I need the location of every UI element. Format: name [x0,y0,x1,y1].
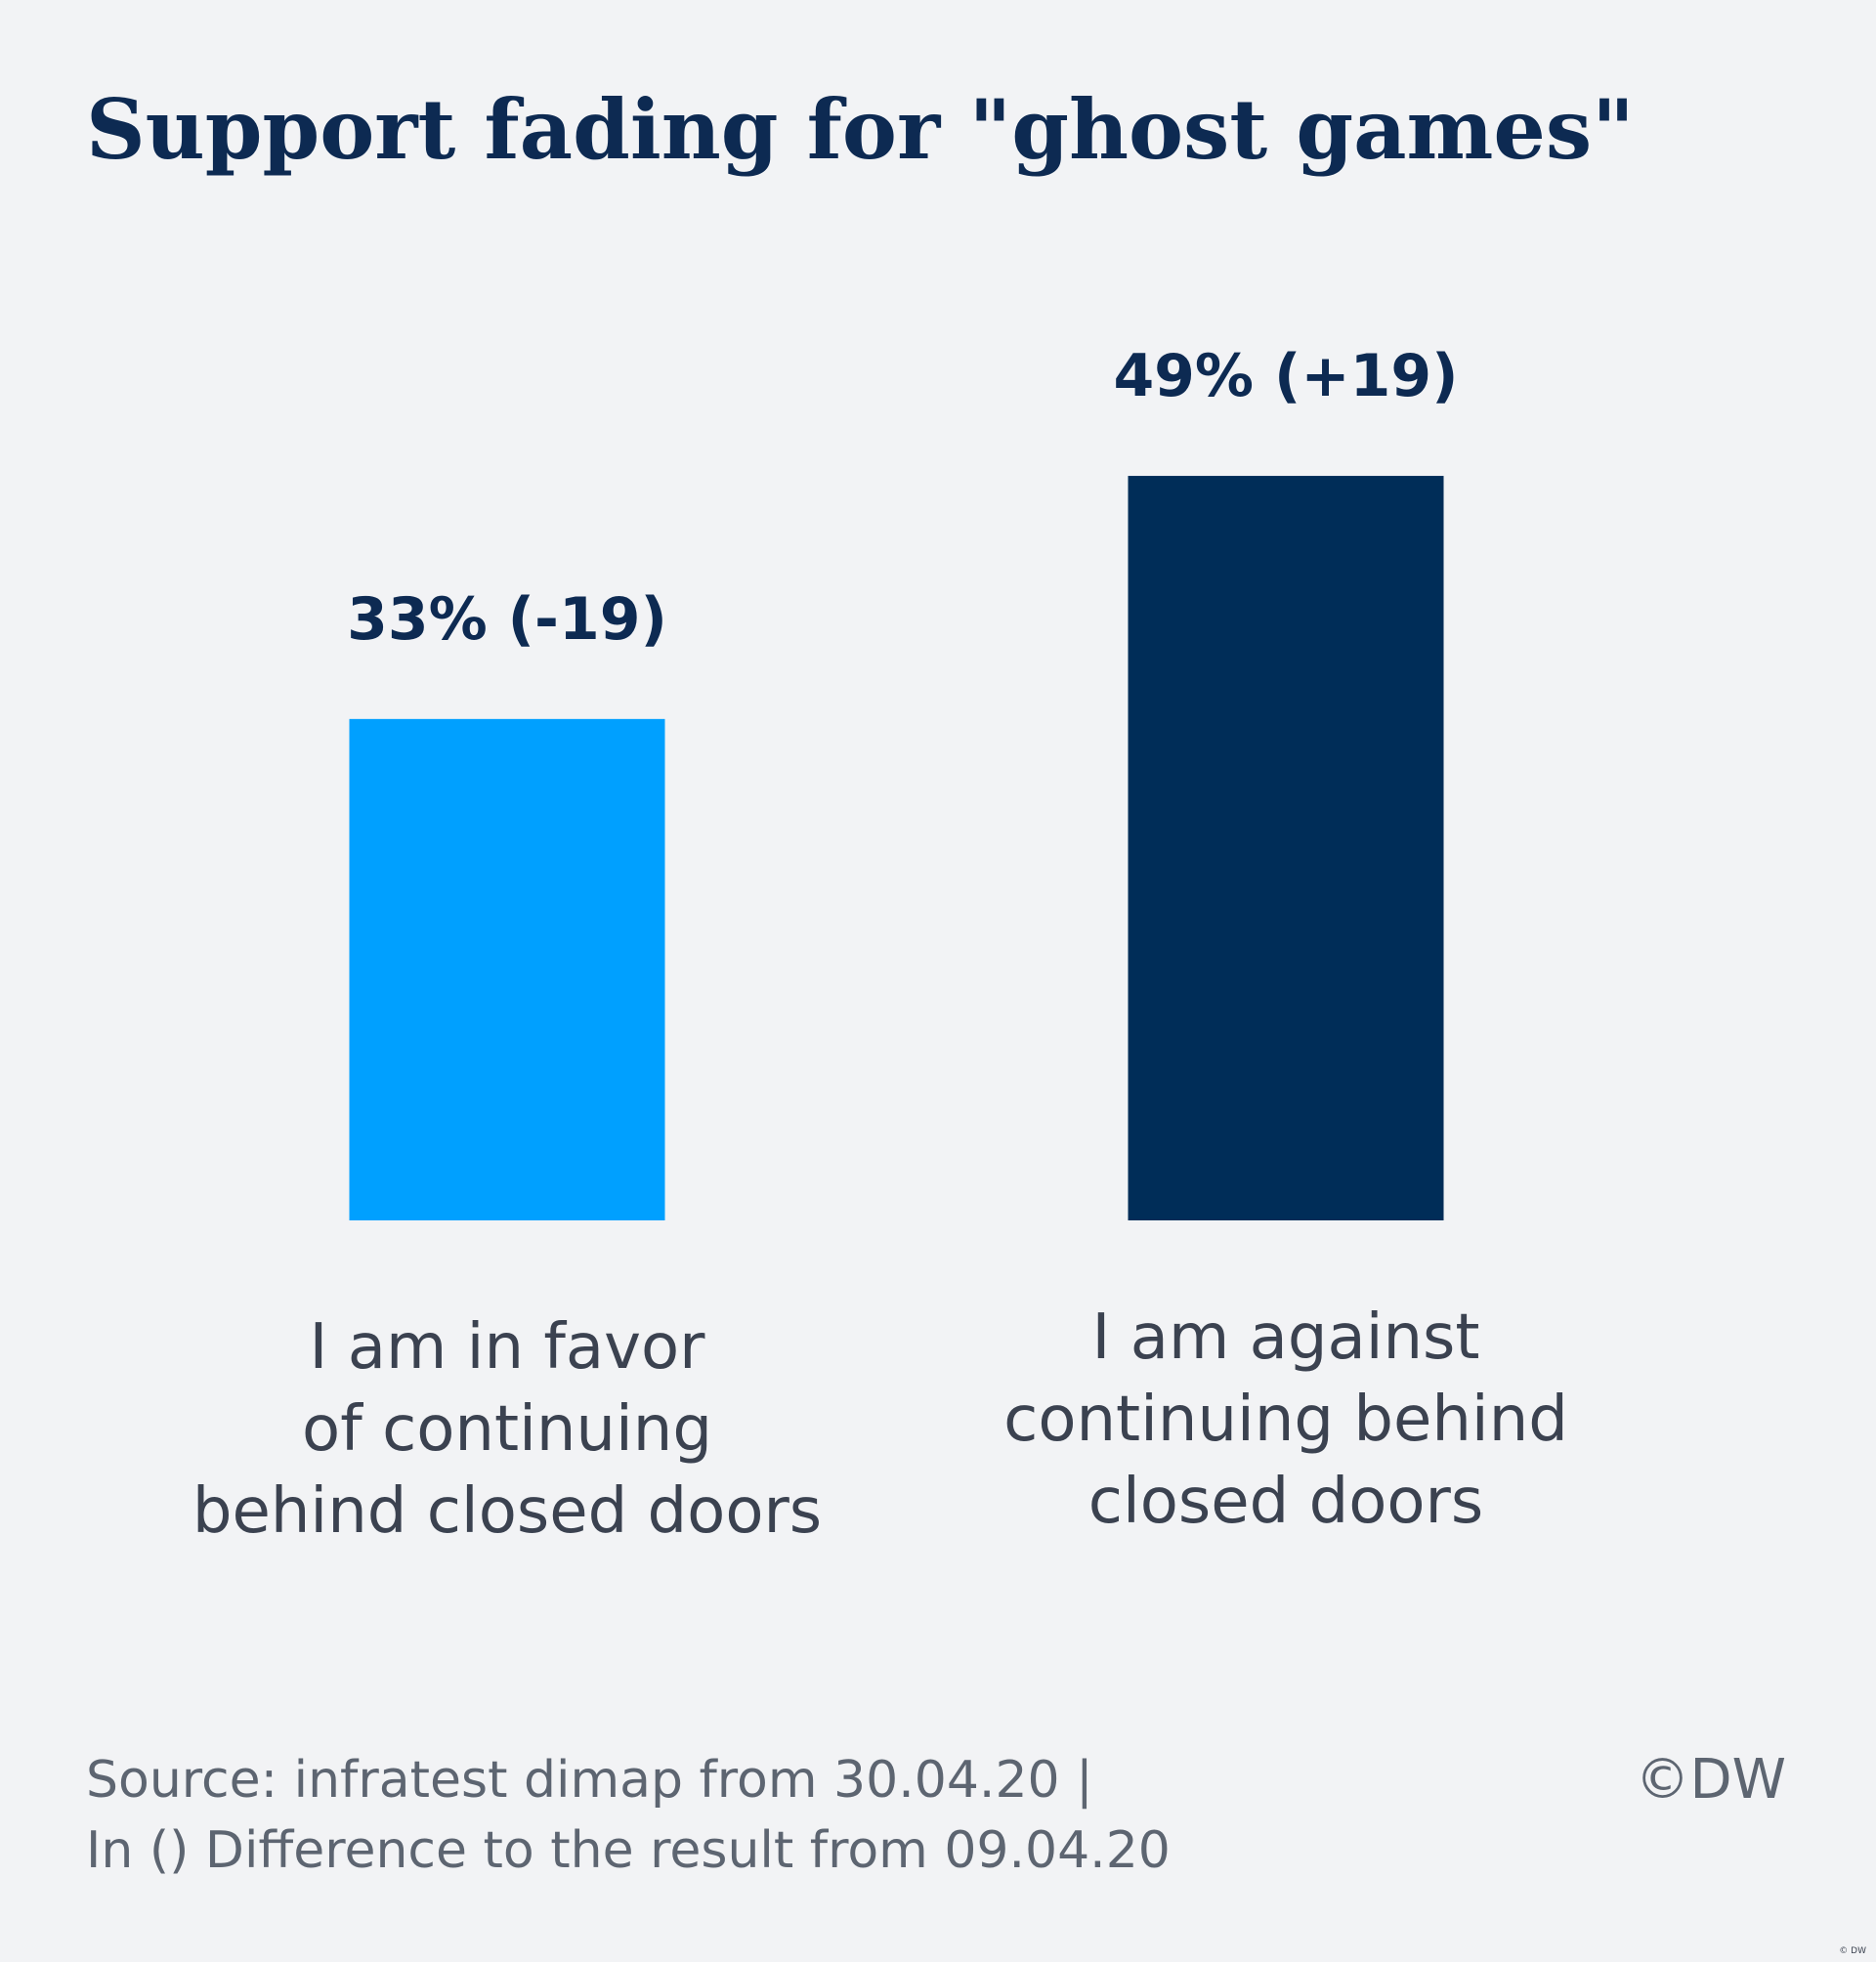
chart-title: Support fading for "ghost games" [86,81,1635,178]
category-label: of continuing [302,1393,712,1466]
bar-2 [1128,476,1444,1220]
category-label: behind closed doors [192,1475,822,1548]
category-label: continuing behind [1003,1384,1568,1456]
bar-value-label: 49% (+19) [1113,342,1458,410]
category-label: I am against [1092,1301,1480,1374]
tiny-copyright: © DW [1839,1946,1866,1956]
source-note: Source: infratest dimap from 30.04.20 | … [86,1745,1171,1886]
bar-value-label: 33% (-19) [347,585,667,654]
difference-note: In () Difference to the result from 09.0… [86,1821,1171,1880]
bar-1 [349,718,665,1220]
category-label: closed doors [1088,1466,1483,1538]
category-label: I am in favor [310,1311,706,1384]
copyright-dw: ©DW [1635,1748,1787,1812]
source-line: Source: infratest dimap from 30.04.20 | [86,1751,1093,1810]
